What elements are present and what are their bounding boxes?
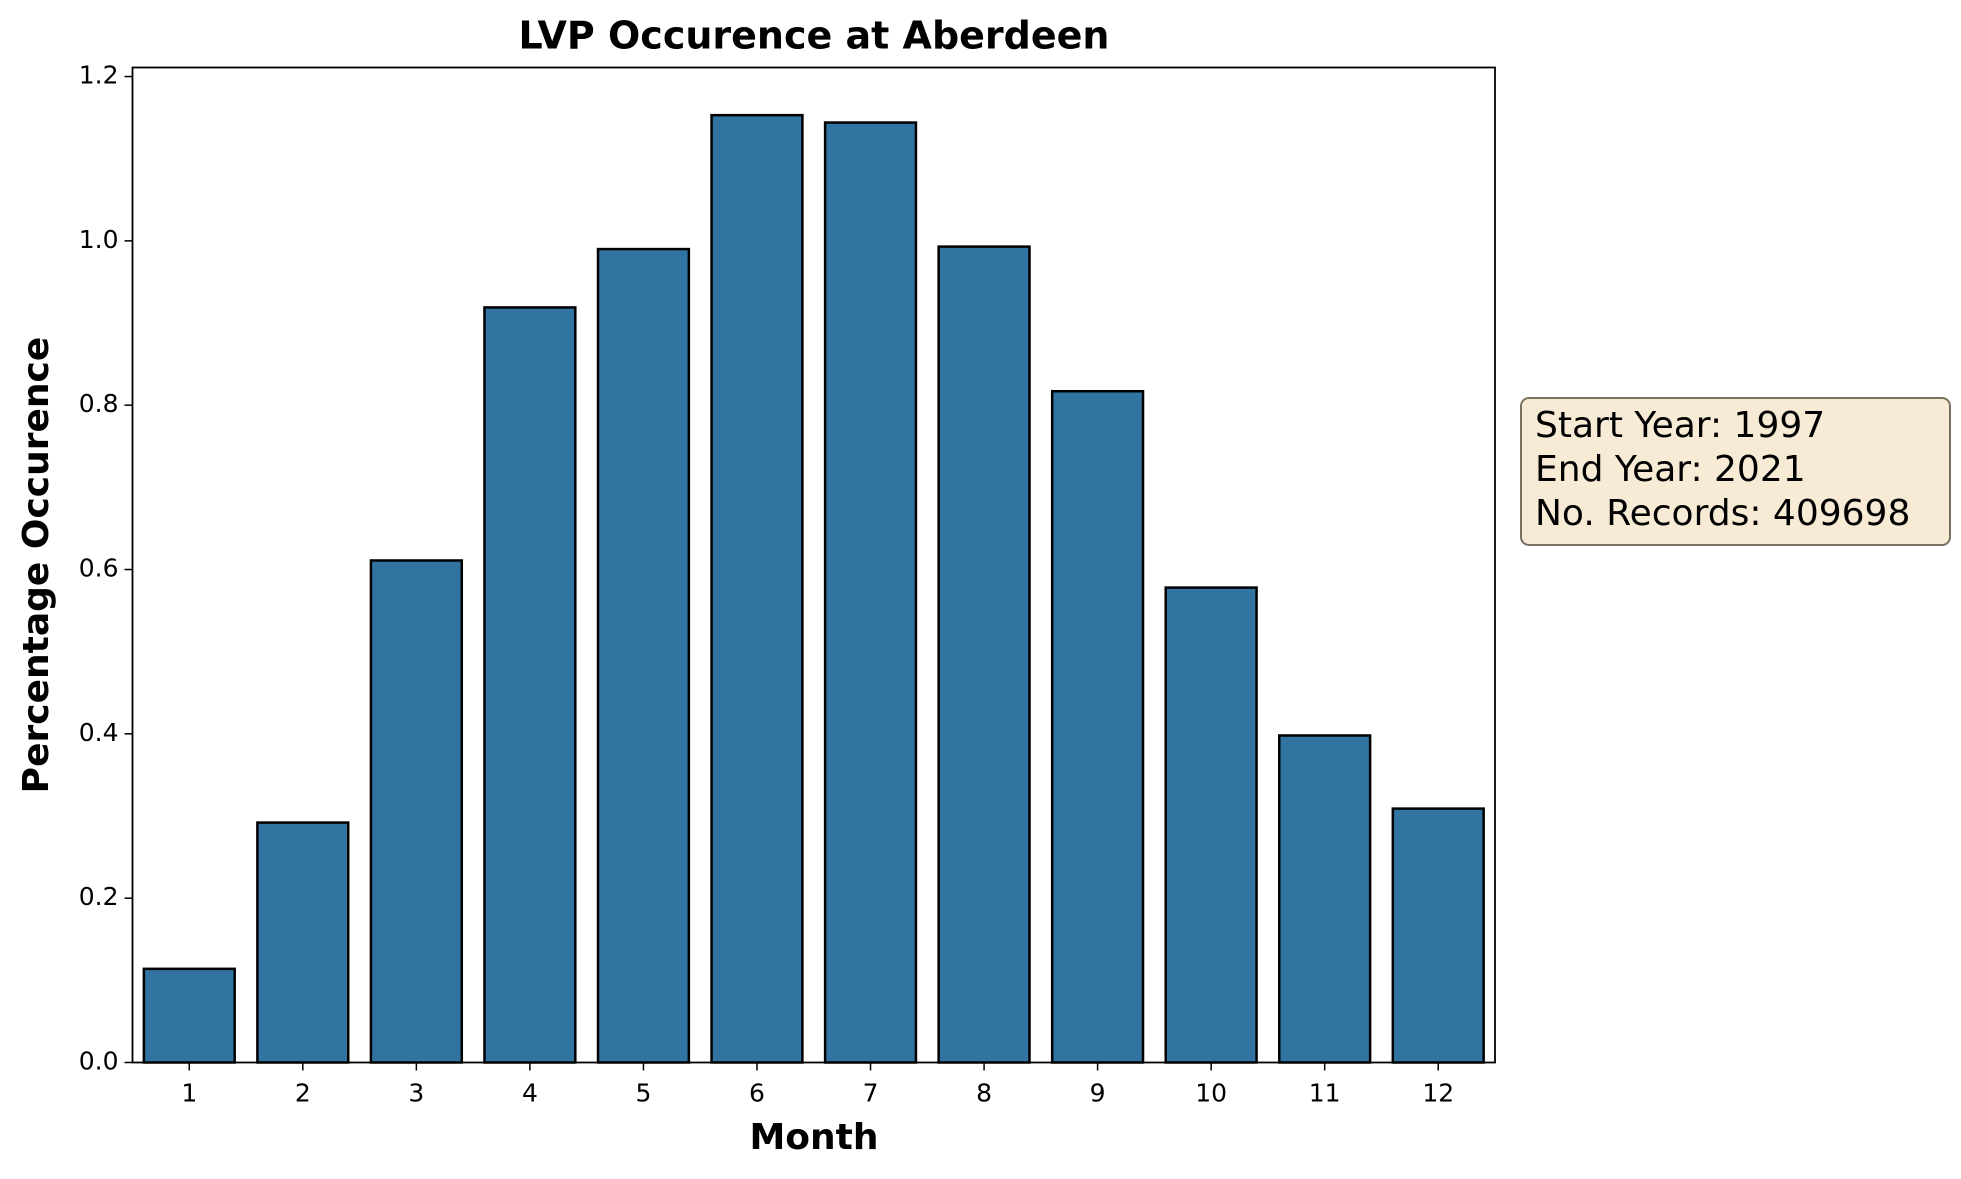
bar [142,967,236,1064]
y-tick-label: 1.0 [79,225,119,254]
bar [1164,586,1258,1064]
bar [1050,389,1145,1064]
x-tick-label: 8 [976,1079,992,1108]
y-tick-label: 0.0 [79,1047,119,1076]
y-tick-label: 1.2 [79,61,119,90]
y-tick-label: 0.4 [79,718,119,747]
y-tick-label: 0.2 [79,882,119,911]
bar [823,121,918,1064]
x-tick-label: 12 [1422,1079,1454,1108]
bar [710,113,804,1064]
bar [256,821,350,1064]
bar [1391,807,1485,1064]
annotation-line: Start Year: 1997 [1535,405,1825,446]
x-tick-label: 2 [295,1079,311,1108]
y-tick-label: 0.8 [79,389,119,418]
bar [483,306,577,1064]
bar [1278,734,1372,1064]
x-tick-label: 5 [635,1079,651,1108]
annotation-line: No. Records: 409698 [1535,493,1910,534]
x-tick-label: 11 [1309,1079,1341,1108]
x-tick-label: 4 [522,1079,538,1108]
bar [596,247,691,1064]
chart-title: LVP Occurence at Aberdeen [519,14,1110,58]
y-axis-label: Percentage Occurence [16,337,57,794]
x-tick-label: 3 [408,1079,424,1108]
x-tick-label: 10 [1195,1079,1227,1108]
plot-frame [131,66,1496,1064]
bar [937,245,1031,1064]
annotation-box [1520,397,1951,546]
x-tick-label: 6 [749,1079,765,1108]
y-tick-label: 0.6 [79,554,119,583]
x-tick-label: 9 [1090,1079,1106,1108]
x-tick-label: 1 [181,1079,197,1108]
annotation-line: End Year: 2021 [1535,449,1806,490]
x-axis-label: Month [749,1117,878,1158]
x-tick-label: 7 [863,1079,879,1108]
bar [369,559,464,1064]
